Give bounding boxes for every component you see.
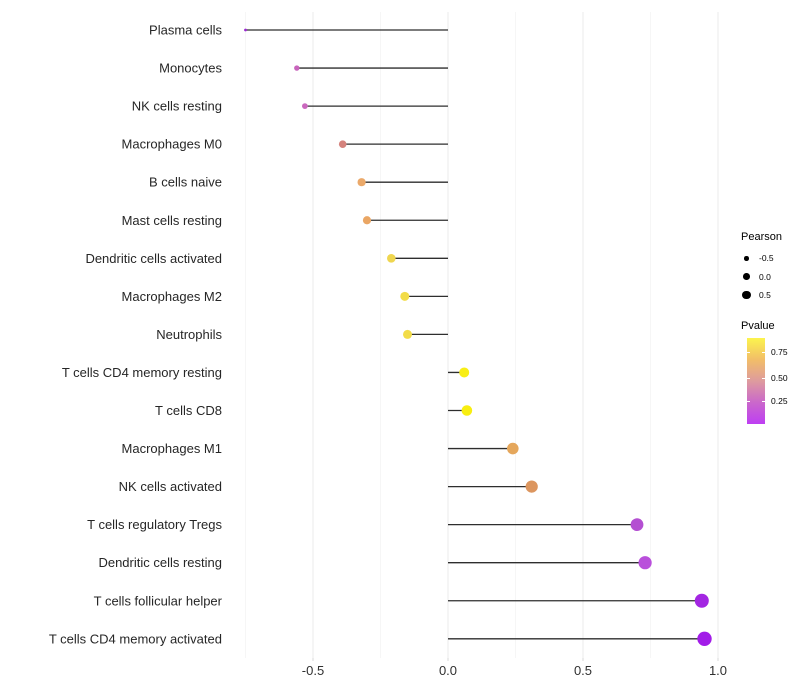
y-axis-label: T cells CD4 memory activated: [49, 631, 222, 646]
lollipop-dot: [459, 367, 470, 378]
pvalue-colorbar-tick: [762, 352, 765, 354]
lollipop-dot: [244, 28, 247, 32]
pvalue-color-legend: Pvalue 0.75 0.50 0.25: [741, 320, 800, 426]
pearson-size-dot-box: [741, 290, 752, 301]
pvalue-colorbar-tick-label: 0.75: [771, 347, 788, 358]
pearson-size-entries: -0.5 0.0 0.5: [741, 249, 800, 305]
pearson-size-dot: [742, 291, 751, 300]
y-axis-label: NK cells resting: [132, 99, 222, 114]
lollipop-dot: [302, 103, 308, 109]
pearson-size-entry-label: -0.5: [759, 253, 774, 264]
pvalue-colorbar-tick: [762, 377, 765, 379]
lollipop-dot: [400, 291, 410, 301]
y-axis-label: T cells regulatory Tregs: [87, 517, 222, 532]
x-axis-tick-label: 0.5: [574, 663, 592, 678]
y-axis-label: T cells CD4 memory resting: [62, 365, 222, 380]
x-axis-tick-label: -0.5: [302, 663, 324, 678]
pearson-size-dot: [743, 273, 750, 281]
pearson-size-dot-box: [741, 253, 752, 264]
lollipop-dot: [461, 405, 473, 416]
y-axis-label: Neutrophils: [156, 327, 222, 342]
pvalue-colorbar-tick: [747, 352, 750, 354]
pvalue-colorbar-wrap: 0.75 0.50 0.25: [741, 337, 800, 426]
y-axis-label: Monocytes: [159, 61, 222, 76]
pearson-size-dot-box: [741, 271, 752, 282]
y-axis-label: NK cells activated: [119, 479, 222, 494]
lollipop-dot: [638, 556, 652, 570]
lollipop-dot: [387, 253, 396, 263]
y-axis-label: Macrophages M2: [122, 289, 222, 304]
y-axis-label: Mast cells resting: [122, 213, 222, 228]
x-axis-tick-label: 0.0: [439, 663, 457, 678]
pvalue-colorbar: [747, 337, 765, 424]
lollipop-dot: [357, 178, 366, 187]
y-axis-label: Macrophages M1: [122, 441, 222, 456]
lollipop-dot: [507, 442, 519, 455]
pearson-size-dot: [744, 255, 749, 261]
pearson-size-entry: 0.0: [741, 268, 800, 287]
y-axis-label: Macrophages M0: [122, 137, 222, 152]
pearson-size-entry: -0.5: [741, 249, 800, 268]
pvalue-colorbar-tick: [747, 377, 750, 379]
lollipop-dot: [525, 480, 538, 493]
pvalue-colorbar-tick: [747, 401, 750, 403]
y-axis-label: T cells CD8: [155, 403, 222, 418]
pvalue-colorbar-tick-label: 0.25: [771, 396, 788, 407]
y-axis-label: Plasma cells: [149, 23, 222, 38]
legend: Pearson -0.5 0.0 0.5 Pvalue 0.75 0.50 0.25: [741, 231, 800, 426]
x-axis-tick-label: 1.0: [709, 663, 727, 678]
lollipop-dot: [294, 65, 300, 71]
pearson-size-entry-label: 0.0: [759, 271, 771, 282]
y-axis-label: T cells follicular helper: [94, 593, 223, 608]
pvalue-colorbar-tick-label: 0.50: [771, 372, 788, 383]
lollipop-dot: [697, 631, 712, 646]
pearson-size-entry-label: 0.5: [759, 290, 771, 301]
lollipop-dot: [403, 329, 412, 339]
pearson-size-entry: 0.5: [741, 286, 800, 305]
y-axis-label: Dendritic cells resting: [98, 555, 222, 570]
pvalue-colorbar-tick: [762, 401, 765, 403]
pearson-size-legend: Pearson -0.5 0.0 0.5: [741, 231, 800, 305]
y-axis-label: Dendritic cells activated: [85, 251, 222, 266]
pvalue-legend-title: Pvalue: [741, 319, 775, 332]
pearson-legend-title: Pearson: [741, 231, 782, 243]
lollipop-dot: [338, 140, 347, 148]
y-axis-label: B cells naive: [149, 175, 222, 190]
lollipop-dot: [362, 216, 372, 225]
lollipop-dot: [630, 518, 644, 532]
lollipop-dot: [694, 593, 709, 608]
